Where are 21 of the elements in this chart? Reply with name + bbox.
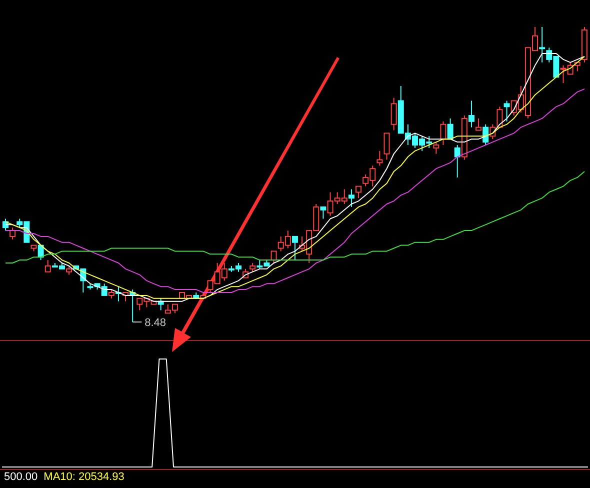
annotation: 8.48 [144, 317, 166, 329]
candlestick [348, 188, 354, 208]
candlestick [390, 97, 397, 131]
candlestick [433, 142, 440, 154]
candlestick [476, 118, 482, 131]
candlestick [384, 132, 390, 160]
candlestick [376, 150, 383, 166]
candlestick [440, 120, 446, 146]
candlestick [454, 144, 460, 178]
candlestick [504, 100, 510, 122]
text: MA10: 20534.93 [44, 470, 124, 484]
candlestick [356, 186, 362, 199]
candlestick [539, 26, 546, 63]
candlestick [468, 100, 474, 128]
candlestick [447, 118, 454, 140]
candlestick [320, 206, 326, 220]
candlestick [482, 124, 489, 146]
candlestick [44, 260, 51, 272]
text: 500.00 [4, 470, 38, 484]
candlestick [270, 250, 277, 264]
candlestick [292, 236, 298, 261]
